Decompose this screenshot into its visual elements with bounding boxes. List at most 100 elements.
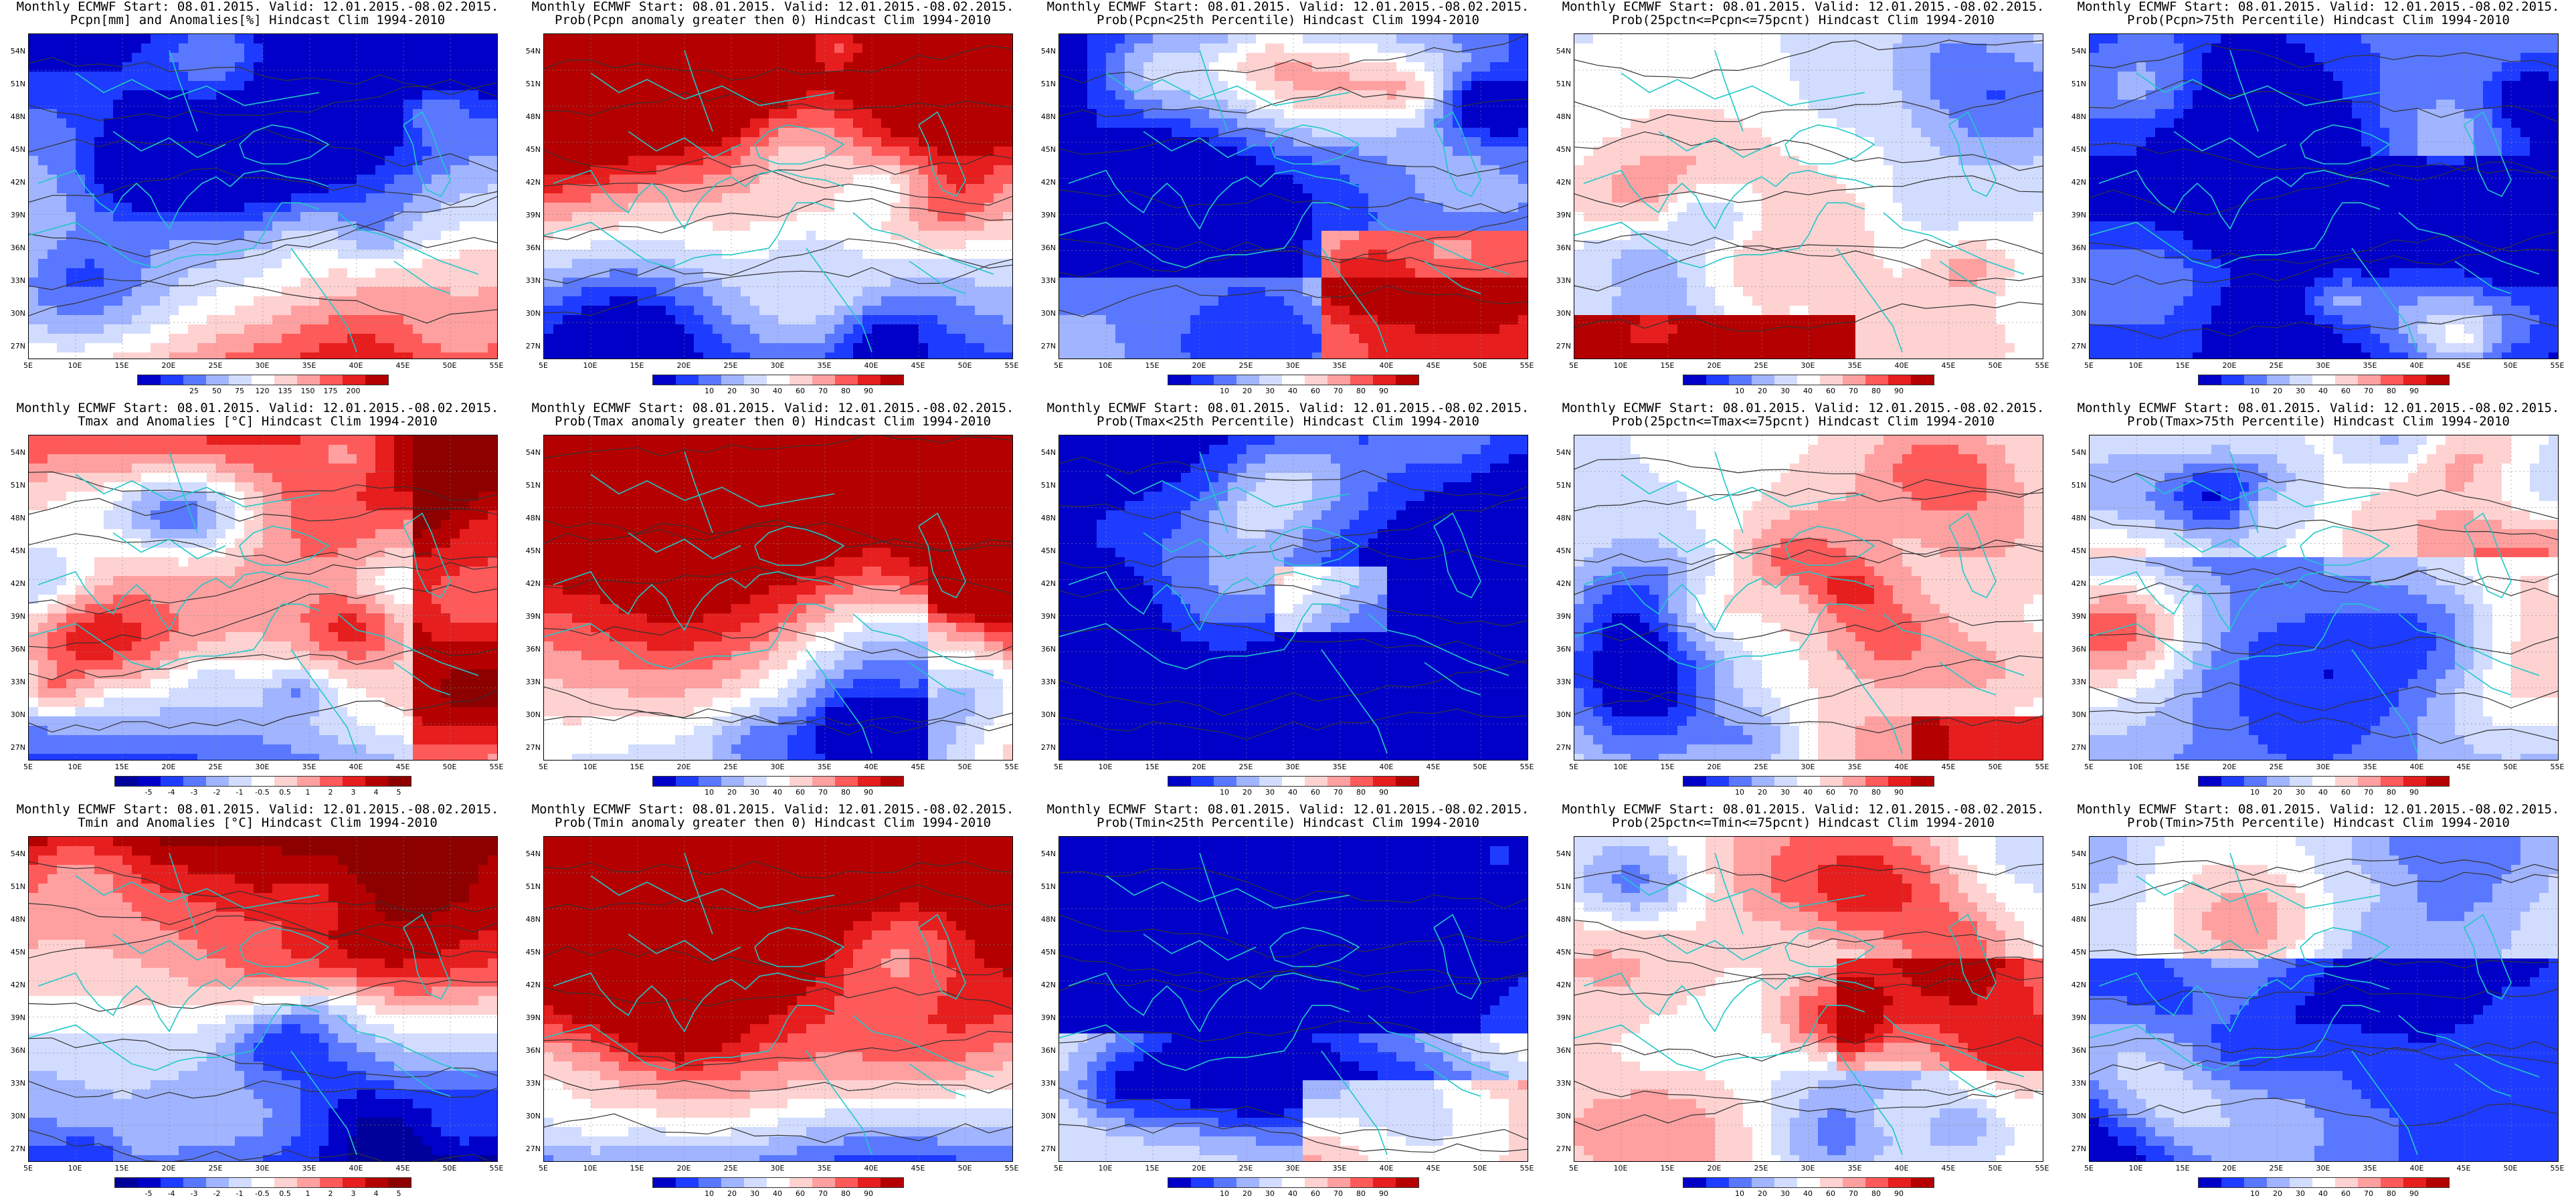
lon-label: 55E bbox=[1517, 361, 1537, 370]
lat-label: 51N bbox=[1033, 481, 1056, 490]
colorbar-tick-label: 10 bbox=[699, 1189, 719, 1198]
panel-title-line2: Prob(Pcpn>75th Percentile) Hindcast Clim… bbox=[2061, 13, 2576, 27]
colorbar-swatch bbox=[835, 375, 858, 385]
colorbar-swatch bbox=[1282, 375, 1305, 385]
lon-label: 20E bbox=[1704, 1164, 1724, 1173]
colorbar-swatch bbox=[2403, 375, 2426, 385]
colorbar-swatch bbox=[229, 1178, 252, 1187]
lon-label: 30E bbox=[767, 1164, 788, 1173]
lat-label: 42N bbox=[1033, 178, 1056, 187]
colorbar-swatch bbox=[744, 375, 767, 385]
map-panel: Monthly ECMWF Start: 08.01.2015. Valid: … bbox=[2061, 0, 2576, 401]
lat-label: 27N bbox=[1033, 342, 1056, 350]
colorbar-tick-label: 10 bbox=[1214, 788, 1234, 797]
colorbar-swatch bbox=[138, 777, 161, 786]
colorbar-swatch bbox=[1282, 777, 1305, 786]
colorbar-tick-label: 90 bbox=[2404, 788, 2424, 797]
lat-label: 33N bbox=[518, 1079, 541, 1088]
colorbar-swatch bbox=[790, 375, 812, 385]
lat-label: 39N bbox=[518, 612, 541, 621]
colorbar-tick-label: 80 bbox=[2381, 387, 2401, 395]
panel-title: Monthly ECMWF Start: 08.01.2015. Valid: … bbox=[1546, 803, 2061, 829]
panel-title-line2: Prob(25pctn<=Tmax<=75pcnt) Hindcast Clim… bbox=[1546, 415, 2061, 428]
lat-label: 51N bbox=[3, 481, 25, 490]
colorbar-swatch bbox=[252, 1178, 274, 1187]
lat-label: 48N bbox=[518, 514, 541, 522]
lon-label: 35E bbox=[2360, 763, 2380, 771]
lon-label: 40E bbox=[2407, 1164, 2427, 1173]
colorbar bbox=[1168, 375, 1419, 385]
colorbar bbox=[2198, 1177, 2450, 1188]
colorbar-tick-label: 60 bbox=[1821, 387, 1841, 395]
colorbar-swatch bbox=[388, 1178, 411, 1187]
lat-label: 30N bbox=[2063, 1112, 2086, 1120]
map-panel: Monthly ECMWF Start: 08.01.2015. Valid: … bbox=[1546, 803, 2061, 1204]
colorbar bbox=[114, 776, 411, 787]
colorbar-swatch bbox=[2290, 777, 2312, 786]
lat-label: 51N bbox=[1548, 481, 1571, 490]
colorbar-swatch bbox=[1911, 1178, 1934, 1187]
lon-label: 45E bbox=[2454, 361, 2474, 370]
lon-label: 45E bbox=[1938, 763, 1958, 771]
colorbar-tick-label: 70 bbox=[813, 387, 833, 395]
colorbar-tick-label: 90 bbox=[1374, 788, 1394, 797]
colorbar-swatch bbox=[2199, 375, 2221, 385]
colorbar-swatch bbox=[1752, 1178, 1774, 1187]
colorbar-swatch bbox=[858, 375, 881, 385]
colorbar-swatch bbox=[1350, 777, 1373, 786]
colorbar-tick-label: 70 bbox=[1328, 788, 1348, 797]
lon-label: 20E bbox=[1189, 1164, 1209, 1173]
lat-label: 54N bbox=[3, 849, 25, 858]
map-field bbox=[1574, 837, 2043, 1161]
colorbar-swatch bbox=[2290, 1178, 2312, 1187]
lat-label: 51N bbox=[518, 882, 541, 891]
colorbar-tick-label: 75 bbox=[229, 387, 250, 395]
colorbar-swatch bbox=[2381, 375, 2403, 385]
colorbar-tick-label: 40 bbox=[767, 788, 788, 797]
lon-label: 45E bbox=[2454, 1164, 2474, 1173]
lon-label: 25E bbox=[2266, 1164, 2286, 1173]
colorbar-tick-label: -4 bbox=[161, 788, 181, 797]
colorbar-swatch bbox=[1729, 1178, 1752, 1187]
lon-label: 45E bbox=[1938, 1164, 1958, 1173]
colorbar-tick-label: 10 bbox=[1214, 1189, 1234, 1198]
lat-label: 39N bbox=[518, 211, 541, 219]
map-panel: Monthly ECMWF Start: 08.01.2015. Valid: … bbox=[2061, 803, 2576, 1204]
colorbar-tick-label: 30 bbox=[2290, 387, 2310, 395]
colorbar-tick-label: 5 bbox=[389, 788, 409, 797]
colorbar-swatch bbox=[1396, 375, 1418, 385]
lon-label: 25E bbox=[1236, 1164, 1256, 1173]
panel-title: Monthly ECMWF Start: 08.01.2015. Valid: … bbox=[515, 401, 1030, 428]
colorbar-swatch bbox=[1729, 375, 1752, 385]
colorbar-swatch bbox=[1305, 777, 1327, 786]
colorbar-tick-label: 150 bbox=[298, 387, 318, 395]
lat-label: 45N bbox=[1548, 546, 1571, 555]
colorbar-tick-label: 80 bbox=[1351, 387, 1371, 395]
lon-label: 40E bbox=[1892, 763, 1912, 771]
colorbar-tick-label: 3 bbox=[343, 1189, 363, 1198]
colorbar-swatch bbox=[858, 1178, 881, 1187]
map-area bbox=[2089, 33, 2559, 359]
lon-label: 35E bbox=[299, 1164, 319, 1173]
lon-label: 15E bbox=[112, 361, 132, 370]
colorbar-swatch bbox=[2312, 1178, 2335, 1187]
lat-label: 42N bbox=[2063, 981, 2086, 989]
lat-label: 27N bbox=[3, 743, 25, 752]
lat-label: 42N bbox=[3, 178, 25, 187]
lat-label: 48N bbox=[1033, 915, 1056, 924]
colorbar-swatch bbox=[653, 1178, 676, 1187]
colorbar-swatch bbox=[297, 1178, 320, 1187]
lat-label: 42N bbox=[1033, 579, 1056, 588]
lat-label: 36N bbox=[518, 243, 541, 252]
colorbar-swatch bbox=[161, 375, 183, 385]
colorbar-swatch bbox=[2199, 1178, 2221, 1187]
lat-label: 36N bbox=[2063, 243, 2086, 252]
colorbar-tick-label: 40 bbox=[767, 387, 788, 395]
lon-label: 25E bbox=[2266, 361, 2286, 370]
lon-label: 55E bbox=[1002, 361, 1022, 370]
lat-label: 27N bbox=[1548, 1144, 1571, 1153]
panel-title-line2: Prob(Tmin<25th Percentile) Hindcast Clim… bbox=[1030, 816, 1546, 829]
lat-label: 33N bbox=[2063, 1079, 2086, 1088]
map-area bbox=[543, 33, 1013, 359]
colorbar-swatch bbox=[653, 777, 676, 786]
